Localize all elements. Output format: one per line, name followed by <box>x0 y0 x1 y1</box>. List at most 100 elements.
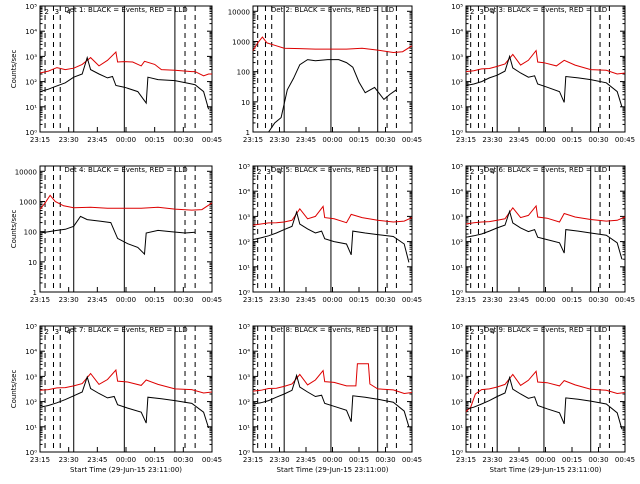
legend-label: 4 <box>490 168 495 176</box>
y-tick-label: 1000 <box>19 198 37 206</box>
series-line-lld <box>39 50 212 77</box>
x-tick-label: 23:45 <box>296 456 316 464</box>
panel-det-2: 1 10 100 1000 10000 23:15 23:30 23:45 00:00 00:15… <box>228 5 422 144</box>
y-tick-label: 10⁴ <box>238 348 250 356</box>
y-tick-label: 10¹ <box>25 104 37 112</box>
x-tick-label: 00:00 <box>116 136 136 144</box>
x-tick-label: 00:30 <box>173 296 193 304</box>
x-tick-label: 23:45 <box>87 456 107 464</box>
panel-title: Det 6: BLACK = Events, RED = LLD <box>484 166 607 174</box>
legend-label: 3 <box>479 168 483 176</box>
x-tick-label: 23:15 <box>30 136 50 144</box>
legend-label: 4 <box>277 168 282 176</box>
x-tick-label: 00:30 <box>375 136 395 144</box>
legend-label: 3 <box>266 168 270 176</box>
y-tick-label: 10⁰ <box>451 129 463 137</box>
panel-det-9: 10⁰ 10¹ 10² 10³ 10⁴ 10⁵ 23:15 23:30 23:45 00:00 00… <box>451 323 635 474</box>
plot-frame <box>252 165 413 293</box>
x-tick-label: 00:00 <box>116 456 136 464</box>
x-tick-label: 23:15 <box>30 296 50 304</box>
y-tick-label: 10³ <box>25 373 37 381</box>
y-tick-label: 10⁵ <box>238 323 250 331</box>
y-tick-label: 10³ <box>451 373 463 381</box>
x-tick-label: 00:30 <box>588 456 608 464</box>
y-tick-label: 10³ <box>238 213 250 221</box>
legend-label: 2 <box>45 328 49 336</box>
y-tick-label: 10⁰ <box>238 289 250 297</box>
y-tick-label: 10⁵ <box>451 3 463 11</box>
x-tick-label: 23:45 <box>509 136 529 144</box>
x-tick-label: 23:45 <box>87 136 107 144</box>
panel-title: Det 5: BLACK = Events, RED = LLD <box>271 166 394 174</box>
x-tick-label: 00:30 <box>588 136 608 144</box>
y-tick-label: 10⁴ <box>451 188 463 196</box>
x-tick-label: 00:45 <box>402 456 422 464</box>
y-tick-label: 10 <box>28 259 37 267</box>
y-tick-label: 10⁵ <box>451 323 463 331</box>
series-line-events <box>39 375 210 429</box>
panel-det-8: 10⁰ 10¹ 10² 10³ 10⁴ 10⁵ 23:15 23:30 23:45 00:00 00… <box>238 323 422 474</box>
x-tick-label: 23:30 <box>59 456 79 464</box>
y-axis-label: Counts/sec <box>10 50 18 89</box>
y-tick-label: 1000 <box>232 38 250 46</box>
y-tick-label: 10000 <box>228 8 250 16</box>
panel-title: Det 2: BLACK = Events, RED = LLD <box>271 6 394 14</box>
y-tick-label: 10⁵ <box>238 163 250 171</box>
x-tick-label: 00:00 <box>535 136 555 144</box>
series-line-lld <box>465 370 626 412</box>
y-tick-label: 10¹ <box>238 424 250 432</box>
x-tick-label: 23:30 <box>269 136 289 144</box>
x-tick-label: 23:30 <box>482 136 502 144</box>
plot-frame <box>39 5 213 133</box>
y-tick-label: 1 <box>246 129 250 137</box>
x-tick-label: 00:30 <box>375 296 395 304</box>
y-tick-label: 10¹ <box>25 424 37 432</box>
y-tick-label: 10² <box>238 239 250 247</box>
legend-label: 3 <box>55 328 59 336</box>
panel-det-1: 10⁰ 10¹ 10² 10³ 10⁴ 10⁵ 23:15 23:30 23:45 00:00 00… <box>10 3 222 144</box>
y-tick-label: 10⁵ <box>451 163 463 171</box>
x-tick-label: 00:30 <box>588 296 608 304</box>
legend-label: 3 <box>479 8 483 16</box>
y-tick-label: 10⁰ <box>25 129 37 137</box>
x-tick-label: 23:30 <box>59 296 79 304</box>
x-tick-label: 23:30 <box>482 296 502 304</box>
plot-frame <box>252 325 413 453</box>
x-tick-label: 00:15 <box>349 136 369 144</box>
x-tick-label: 23:30 <box>59 136 79 144</box>
x-tick-label: 23:15 <box>243 456 263 464</box>
x-tick-label: 23:15 <box>456 296 476 304</box>
y-tick-label: 10³ <box>238 373 250 381</box>
x-tick-label: 00:45 <box>202 136 222 144</box>
x-axis-label: Start Time (29-Jun-15 23:11:00) <box>490 466 602 474</box>
x-tick-label: 00:45 <box>202 456 222 464</box>
y-tick-label: 10⁴ <box>25 28 37 36</box>
series-line-events <box>252 210 410 263</box>
panel-title: Det 8: BLACK = Events, RED = LLD <box>271 326 394 334</box>
x-tick-label: 00:45 <box>402 296 422 304</box>
y-tick-label: 10⁵ <box>25 323 37 331</box>
legend-label: 4 <box>66 328 71 336</box>
panel-det-7: 10⁰ 10¹ 10² 10³ 10⁴ 10⁵ 23:15 23:30 23:45 00:00 00… <box>10 323 222 474</box>
x-tick-label: 23:30 <box>269 456 289 464</box>
series-line-events <box>465 209 623 260</box>
y-tick-label: 10⁰ <box>238 449 250 457</box>
series-line-events <box>465 375 623 430</box>
x-tick-label: 00:15 <box>145 296 165 304</box>
panel-title: Det 9: BLACK = Events, RED = LLD <box>484 326 607 334</box>
series-line-events <box>465 54 623 107</box>
legend-label: 3 <box>55 8 59 16</box>
x-tick-label: 00:15 <box>145 136 165 144</box>
panel-title: Det 7: BLACK = Events, RED = LLD <box>64 326 187 334</box>
panel-title: Det 1: BLACK = Events, RED = LLD <box>64 6 187 14</box>
legend-label: 2 <box>470 168 474 176</box>
x-tick-label: 00:15 <box>562 456 582 464</box>
x-tick-label: 00:30 <box>173 136 193 144</box>
y-tick-label: 10⁴ <box>451 28 463 36</box>
y-tick-label: 10³ <box>451 213 463 221</box>
x-tick-label: 23:45 <box>509 456 529 464</box>
y-tick-label: 100 <box>24 229 37 237</box>
y-tick-label: 10³ <box>451 53 463 61</box>
y-tick-label: 10² <box>238 399 250 407</box>
